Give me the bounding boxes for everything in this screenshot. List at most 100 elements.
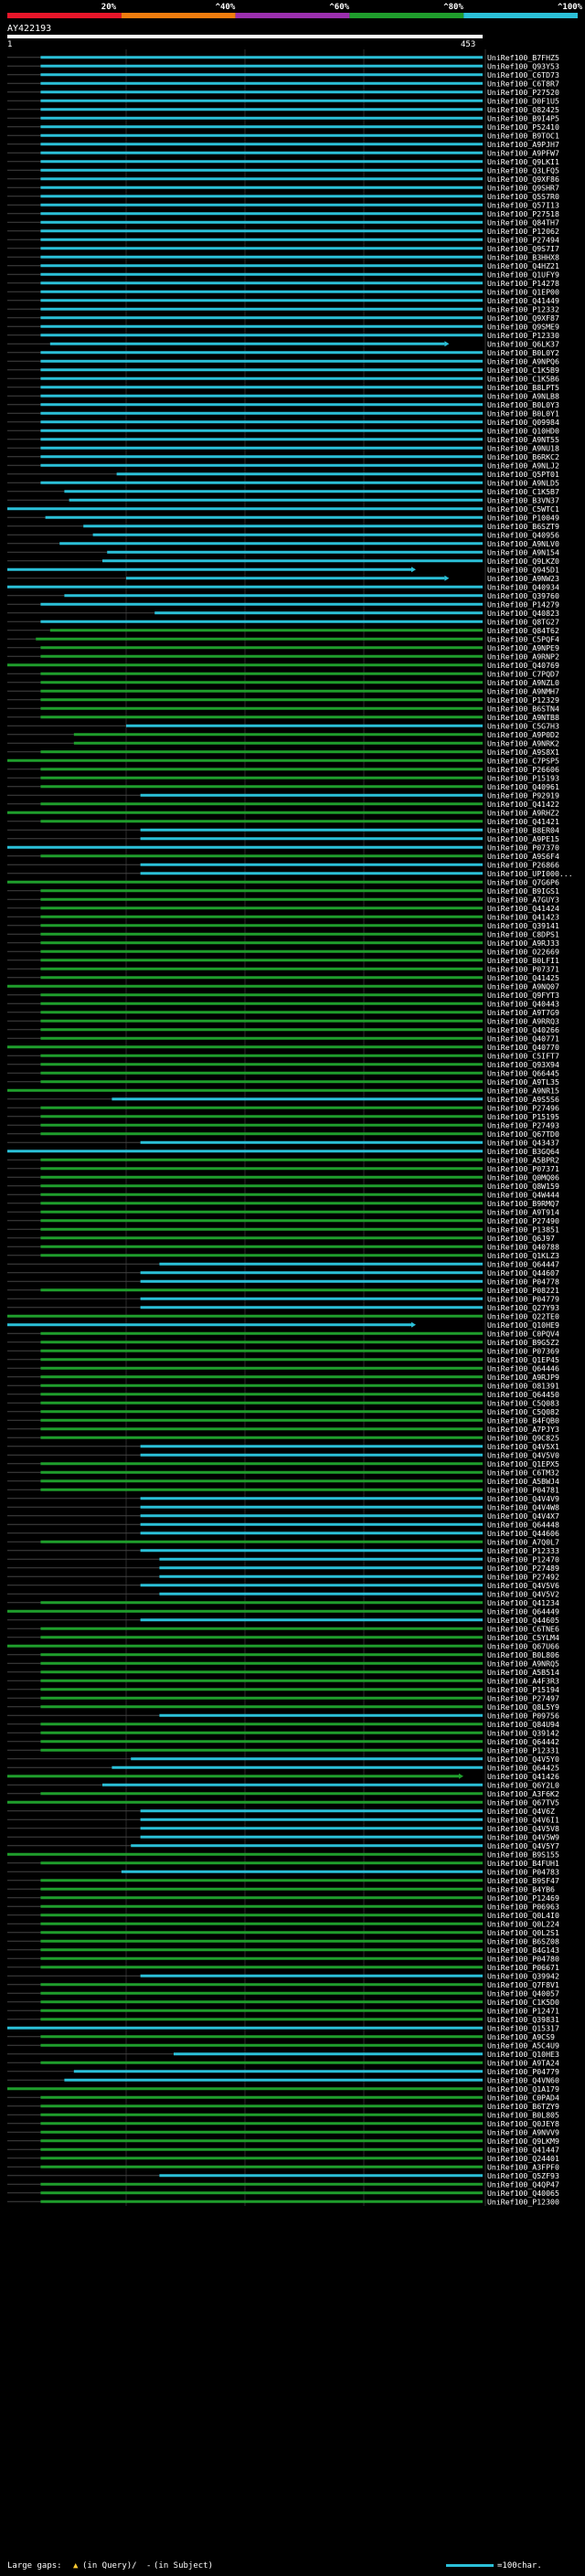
table-row[interactable]: UniRef100_B3VN37 [7,495,559,504]
hit-label[interactable]: UniRef100_Q10HE3 [487,2050,559,2059]
hit-label[interactable]: UniRef100_B9IGS1 [487,886,559,896]
table-row[interactable]: UniRef100_Q9XF87 [7,313,559,323]
hit-label[interactable]: UniRef100_Q66445 [487,1068,559,1077]
hit-label[interactable]: UniRef100_Q9LKZ0 [487,557,559,566]
hit-label[interactable]: UniRef100_P04778 [487,1277,559,1286]
hit-label[interactable]: UniRef100_Q4VN60 [487,2075,559,2084]
table-row[interactable]: UniRef100_B9G5Z2 [7,1338,559,1347]
hit-label[interactable]: UniRef100_B9G5Z2 [487,1338,559,1347]
table-row[interactable]: UniRef100_B9TOC1 [7,131,559,140]
table-row[interactable]: UniRef100_A9NZL0 [7,678,559,687]
table-row[interactable]: UniRef100_B0L805 [7,2110,559,2119]
hit-label[interactable]: UniRef100_A9CS9 [487,2032,555,2041]
table-row[interactable]: UniRef100_Q9SME9 [7,322,559,331]
table-row[interactable]: UniRef100_Q66445 [7,1068,559,1077]
hit-label[interactable]: UniRef100_P27496 [487,1103,559,1112]
table-row[interactable]: UniRef100_Q44607 [7,1268,559,1277]
hit-label[interactable]: UniRef100_Q4W444 [487,1190,559,1199]
table-row[interactable]: UniRef100_P13851 [7,1224,559,1234]
table-row[interactable]: UniRef100_Q4VN60 [7,2075,559,2084]
hit-label[interactable]: UniRef100_B7FHZ5 [487,53,559,62]
hit-label[interactable]: UniRef100_Q9LKM9 [487,2136,559,2146]
table-row[interactable]: UniRef100_C5YLM4 [7,1633,559,1642]
table-row[interactable]: UniRef100_Q9C825 [7,1433,559,1442]
table-row[interactable]: UniRef100_Q64448 [7,1520,559,1529]
hit-label[interactable]: UniRef100_Q41424 [487,904,559,913]
hit-label[interactable]: UniRef100_Q84TH7 [487,217,559,227]
table-row[interactable]: UniRef100_Q64449 [7,1606,559,1616]
table-row[interactable]: UniRef100_Q84T62 [7,626,559,635]
hit-label[interactable]: UniRef100_Q1UFY9 [487,270,559,279]
hit-label[interactable]: UniRef100_Q1EP45 [487,1355,559,1364]
hit-label[interactable]: UniRef100_B6SZT9 [487,522,559,531]
table-row[interactable]: UniRef100_B4FQB0 [7,1415,559,1425]
hit-label[interactable]: UniRef100_C1K5B7 [487,487,559,496]
table-row[interactable]: UniRef100_B8LPT5 [7,383,559,392]
hit-label[interactable]: UniRef100_Q8W159 [487,1182,559,1191]
table-row[interactable]: UniRef100_Q6J97 [7,1234,555,1243]
table-row[interactable]: UniRef100_Q41424 [7,904,559,913]
table-row[interactable]: UniRef100_C7PQD7 [7,669,559,678]
hit-label[interactable]: UniRef100_Q64442 [487,1737,559,1746]
hit-label[interactable]: UniRef100_P04781 [487,1485,559,1494]
hit-label[interactable]: UniRef100_A5BWJ4 [487,1477,559,1486]
table-row[interactable]: UniRef100_Q39760 [7,591,559,600]
table-row[interactable]: UniRef100_P07370 [7,843,559,852]
table-row[interactable]: UniRef100_P12333 [7,1546,559,1555]
hit-label[interactable]: UniRef100_A3FPF0 [487,2162,559,2171]
table-row[interactable]: UniRef100_Q6Y2L0 [7,1780,559,1789]
table-row[interactable]: UniRef100_A9RRQ3 [7,1016,559,1025]
table-row[interactable]: UniRef100_Q4V6I1 [7,1815,559,1824]
table-row[interactable]: UniRef100_Q64425 [7,1763,559,1772]
table-row[interactable]: UniRef100_UPI000... [7,869,573,878]
table-row[interactable]: UniRef100_Q10HD0 [7,426,559,435]
table-row[interactable]: UniRef100_B9S155 [7,1850,559,1859]
hit-label[interactable]: UniRef100_B0L0Y2 [487,348,559,357]
hit-label[interactable]: UniRef100_P07371 [487,964,559,973]
table-row[interactable]: UniRef100_P12062 [7,227,559,236]
hit-label[interactable]: UniRef100_A3F6K2 [487,1789,559,1798]
table-row[interactable]: UniRef100_Q39142 [7,1728,559,1737]
table-row[interactable]: UniRef100_B6RKC2 [7,452,559,461]
table-row[interactable]: UniRef100_P12469 [7,1893,559,1903]
table-row[interactable]: UniRef100_B3HHX8 [7,252,559,261]
hit-label[interactable]: UniRef100_Q1EPX5 [487,1459,559,1468]
table-row[interactable]: UniRef100_P04779 [7,2067,559,2076]
table-row[interactable]: UniRef100_Q41449 [7,296,559,305]
table-row[interactable]: UniRef100_P07371 [7,1164,559,1173]
hit-label[interactable]: UniRef100_A9RNP2 [487,652,559,661]
table-row[interactable]: UniRef100_Q8W159 [7,1182,559,1191]
hit-label[interactable]: UniRef100_Q43437 [487,1138,559,1147]
hit-label[interactable]: UniRef100_P27497 [487,1693,559,1702]
table-row[interactable]: UniRef100_P14279 [7,599,559,609]
hit-label[interactable]: UniRef100_A9T7G9 [487,1008,559,1017]
hit-label[interactable]: UniRef100_P04779 [487,1294,559,1303]
hit-label[interactable]: UniRef100_A9NR15 [487,1086,559,1095]
table-row[interactable]: UniRef100_C6T8R7 [7,79,559,88]
table-row[interactable]: UniRef100_B0L0Y1 [7,408,559,418]
table-row[interactable]: UniRef100_B4FUH1 [7,1859,559,1868]
table-row[interactable]: UniRef100_A9NLJ2 [7,461,559,470]
hit-label[interactable]: UniRef100_B9I4P5 [487,113,559,122]
table-row[interactable]: UniRef100_C7PSP5 [7,756,559,765]
hit-label[interactable]: UniRef100_P08221 [487,1286,559,1295]
table-row[interactable]: UniRef100_Q0L4I0 [7,1911,559,1920]
table-row[interactable]: UniRef100_C5IFT7 [7,1051,559,1060]
hit-label[interactable]: UniRef100_A9NZL0 [487,678,559,687]
table-row[interactable]: UniRef100_A5BPR2 [7,1155,559,1164]
hit-label[interactable]: UniRef100_Q4V6I1 [487,1815,559,1824]
hit-label[interactable]: UniRef100_B0L0Y1 [487,408,559,418]
hit-label[interactable]: UniRef100_A5BPR2 [487,1155,559,1164]
table-row[interactable]: UniRef100_P27492 [7,1572,559,1581]
table-row[interactable]: UniRef100_A9NRK2 [7,738,559,747]
hit-label[interactable]: UniRef100_Q8L5Y9 [487,1702,559,1712]
table-row[interactable]: UniRef100_Q41425 [7,973,559,982]
hit-label[interactable]: UniRef100_Q41421 [487,817,559,826]
hit-label[interactable]: UniRef100_A9NT55 [487,435,559,444]
hit-label[interactable]: UniRef100_A9NPQ6 [487,356,559,366]
hit-label[interactable]: UniRef100_A7GUY3 [487,895,559,904]
table-row[interactable]: UniRef100_Q4V5V0 [7,1450,559,1459]
table-row[interactable]: UniRef100_A9NTB8 [7,713,559,722]
table-row[interactable]: UniRef100_Q0L2S1 [7,1928,559,1937]
hit-label[interactable]: UniRef100_Q15317 [487,2023,559,2032]
